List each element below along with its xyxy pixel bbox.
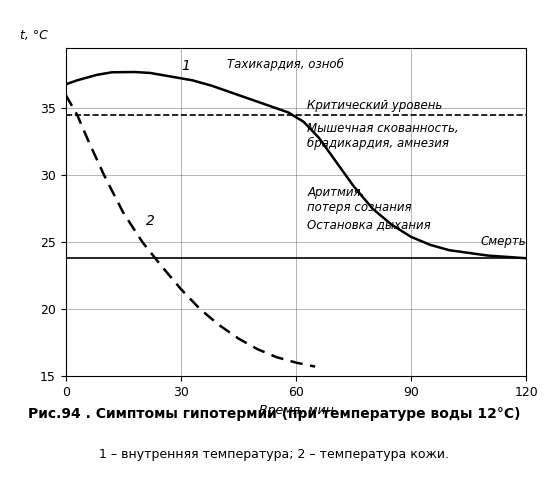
Text: Тахикардия, озноб: Тахикардия, озноб	[227, 57, 344, 71]
Text: Аритмия,
потеря сознания: Аритмия, потеря сознания	[307, 186, 412, 214]
Text: Критический уровень: Критический уровень	[307, 99, 443, 112]
Text: Рис.94 . Симптомы гипотермии (при температуре воды 12°C): Рис.94 . Симптомы гипотермии (при темпер…	[28, 407, 520, 421]
Text: t, °C: t, °C	[20, 28, 48, 41]
X-axis label: Время, мин: Время, мин	[259, 404, 333, 417]
Text: 1: 1	[181, 59, 190, 73]
Text: Смерть: Смерть	[480, 235, 526, 248]
Text: 2: 2	[146, 214, 155, 228]
Text: 1 – внутренняя температура; 2 – температура кожи.: 1 – внутренняя температура; 2 – температ…	[99, 448, 449, 461]
Text: Мышечная скованность,
брадикардия, амнезия: Мышечная скованность, брадикардия, амнез…	[307, 122, 459, 150]
Text: Остановка дыхания: Остановка дыхания	[307, 218, 431, 231]
